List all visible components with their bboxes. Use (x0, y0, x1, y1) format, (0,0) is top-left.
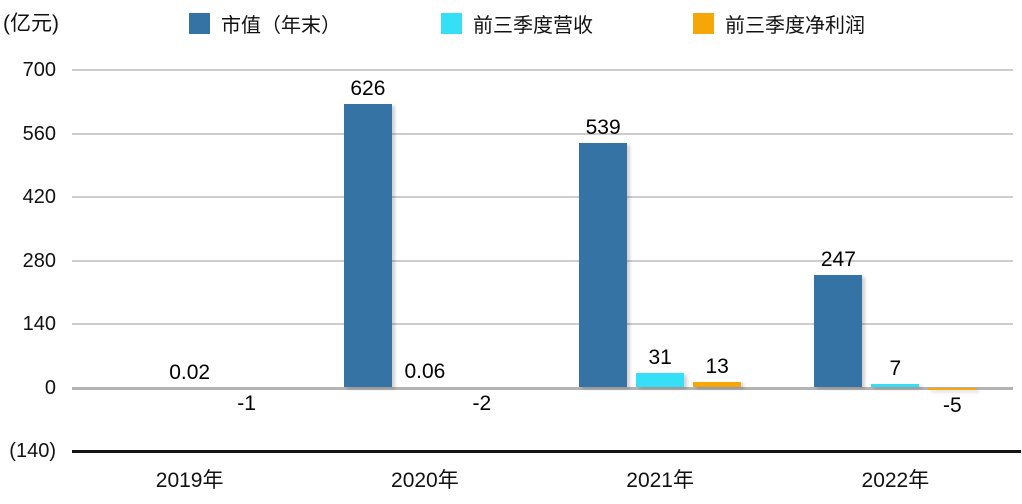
bars-layer (72, 70, 1013, 451)
bar-q1-q3-net-profit-2021年 (693, 381, 742, 388)
value-label-market-cap-year-end-2021年: 539 (585, 116, 621, 140)
y-tick-label: 280 (22, 249, 56, 272)
gridline (72, 323, 1013, 325)
value-label-q1-q3-net-profit-2019年: -1 (237, 391, 256, 415)
gridline (72, 132, 1013, 135)
legend-label-q3-revenue: 前三季度营收 (473, 15, 593, 37)
bar-market-cap-year-end-2020年 (343, 103, 392, 388)
legend-item-market-cap: 市值（年末） (189, 9, 341, 38)
labels-layer: 0.02 -1 626 0.06 -2 539 31 13 247 7 -5 (72, 70, 1013, 451)
bar-q1-q3-revenue-2022年 (871, 384, 920, 388)
gridline (72, 196, 1013, 198)
legend-label-q3-net-profit: 前三季度净利润 (725, 15, 865, 37)
y-tick-label: 140 (22, 313, 56, 335)
bar-q1-q3-net-profit-2022年 (928, 387, 977, 390)
value-label-market-cap-year-end-2020年: 626 (350, 76, 386, 100)
value-label-market-cap-year-end-2022年: 247 (820, 248, 856, 272)
zero-gridline (72, 386, 1013, 390)
y-tick-label: (140) (9, 440, 56, 462)
value-label-q1-q3-revenue-2019年: 0.02 (169, 360, 211, 384)
value-label-q1-q3-net-profit-2020年: -2 (472, 392, 492, 416)
value-label-q1-q3-revenue-2022年: 7 (889, 357, 902, 381)
bar-market-cap-year-end-2021年 (579, 143, 628, 388)
x-axis-label: 2021年 (626, 469, 694, 492)
y-axis: 700 560 420 280 140 0 (140) (0, 59, 56, 462)
y-tick-label: 420 (22, 186, 56, 208)
value-label-q1-q3-revenue-2021年: 31 (648, 346, 672, 370)
y-tick-label: 700 (22, 59, 56, 81)
bar-market-cap-year-end-2022年 (814, 275, 863, 388)
value-label-q1-q3-revenue-2020年: 0.06 (404, 360, 446, 384)
legend-item-q3-net-profit: 前三季度净利润 (693, 9, 865, 38)
gridline (72, 259, 1013, 262)
x-axis-baseline (72, 450, 1021, 453)
x-axis-label: 2019年 (155, 469, 224, 492)
legend-item-q3-revenue: 前三季度营收 (441, 9, 593, 38)
bar-q1-q3-revenue-2021年 (636, 373, 685, 388)
plot-area: 0.02 -1 626 0.06 -2 539 31 13 247 7 -5 (72, 69, 1021, 453)
gridline (72, 69, 1013, 71)
legend-swatch-q3-revenue-icon (441, 13, 462, 34)
legend-swatch-q3-net-profit-icon (693, 13, 714, 34)
gridlines-layer (72, 69, 1021, 453)
x-axis-label: 2022年 (861, 469, 930, 492)
value-label-q1-q3-net-profit-2021年: 13 (705, 354, 729, 378)
legend-swatch-market-cap-icon (189, 13, 210, 34)
value-label-q1-q3-net-profit-2022年: -5 (943, 393, 962, 417)
y-tick-label: 560 (22, 122, 56, 145)
x-axis-label: 2020年 (391, 469, 459, 492)
legend-label-market-cap: 市值（年末） (221, 15, 341, 37)
y-axis-unit-label: (亿元) (3, 12, 59, 35)
y-tick-label: 0 (44, 376, 56, 399)
